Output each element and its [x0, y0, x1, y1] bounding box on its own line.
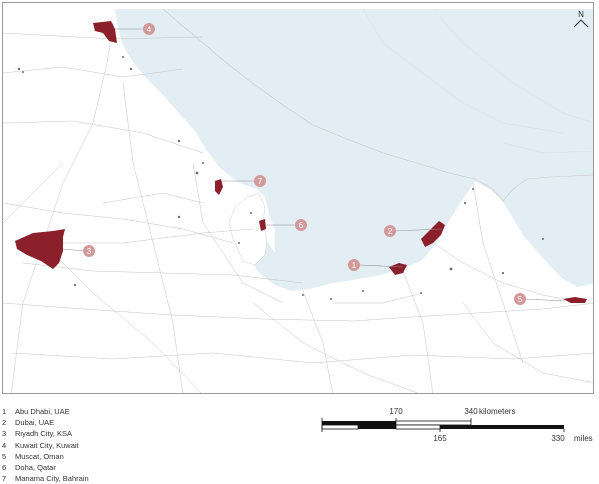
legend-number: 3 — [2, 429, 7, 439]
legend-item: 2 Dubai, UAE — [2, 417, 89, 428]
scale-km-tick-340: 340 — [464, 407, 478, 416]
svg-text:N: N — [578, 10, 584, 19]
map-canvas[interactable]: 4 3 2 1 5 6 7 N — [3, 3, 594, 394]
svg-text:3: 3 — [87, 247, 92, 256]
legend-number: 2 — [2, 418, 7, 428]
marker-2[interactable]: 2 — [384, 225, 396, 237]
svg-text:5: 5 — [518, 295, 523, 304]
legend-number: 4 — [2, 440, 7, 450]
legend-item: 4 Kuwait City, Kuwait — [2, 440, 89, 451]
svg-text:6: 6 — [299, 221, 304, 230]
urban-area-muscat — [563, 297, 587, 303]
svg-text:1: 1 — [352, 261, 357, 270]
legend-city-name: Riyadh City, KSA — [15, 429, 72, 439]
legend-city-name: Manama City, Bahrain — [15, 474, 89, 484]
map-frame[interactable]: 4 3 2 1 5 6 7 N — [2, 2, 594, 394]
scale-km-segment — [322, 421, 396, 425]
road-network — [3, 22, 593, 393]
scale-mile-tick-330: 330 — [551, 434, 565, 443]
legend-item: 6 Doha, Qatar — [2, 462, 89, 473]
marker-6[interactable]: 6 — [295, 219, 307, 231]
urban-area-manama — [215, 179, 223, 195]
city-legend: 1 Abu Dhabi, UAE 2 Dubai, UAE 3 Riyadh City… — [2, 406, 89, 484]
legend-city-name: Muscat, Oman — [15, 451, 64, 461]
svg-text:4: 4 — [147, 25, 152, 34]
marker-5[interactable]: 5 — [514, 293, 526, 305]
marker-3[interactable]: 3 — [83, 245, 95, 257]
urban-area-abu-dhabi — [389, 263, 407, 275]
settlement-dots — [17, 56, 544, 300]
scale-km-unit: kilometers — [479, 407, 515, 416]
scale-km-segment — [395, 420, 472, 426]
legend-city-name: Dubai, UAE — [15, 418, 55, 428]
north-arrow-icon: N — [573, 10, 589, 28]
svg-text:7: 7 — [258, 177, 263, 186]
city-markers — [62, 28, 566, 302]
urban-area-doha — [259, 219, 266, 231]
legend-number: 1 — [2, 407, 7, 416]
legend-item: 1 Abu Dhabi, UAE — [2, 406, 89, 417]
marker-4[interactable]: 4 — [143, 23, 155, 35]
urban-areas — [15, 21, 587, 303]
legend-item: 3 Riyadh City, KSA — [2, 428, 89, 439]
scale-mile-tick-165: 165 — [433, 434, 447, 443]
scale-bar: 170 340 kilometers 165 330 miles — [321, 407, 593, 443]
legend-number: 5 — [2, 451, 7, 461]
legend-number: 7 — [2, 474, 7, 484]
iran-roads — [362, 8, 593, 154]
legend-city-name: Abu Dhabi, UAE — [15, 407, 70, 416]
gulf-sea — [115, 9, 593, 291]
legend-item: 5 Muscat, Oman — [2, 451, 89, 462]
legend-number: 6 — [2, 463, 7, 473]
scale-mile-segment — [395, 424, 441, 430]
urban-area-kuwait-city — [93, 21, 117, 43]
urban-area-dubai — [421, 221, 445, 247]
legend-city-name: Kuwait City, Kuwait — [15, 440, 79, 450]
scale-km-tick-170: 170 — [389, 407, 403, 416]
qatar-peninsula — [228, 192, 268, 266]
marker-1[interactable]: 1 — [348, 259, 360, 271]
urban-area-riyadh — [15, 229, 65, 269]
marker-7[interactable]: 7 — [254, 175, 266, 187]
scale-mile-unit: miles — [574, 434, 593, 443]
legend-city-name: Doha, Qatar — [15, 463, 56, 473]
legend-item: 7 Manama City, Bahrain — [2, 473, 89, 484]
scale-mile-segment — [321, 424, 359, 430]
iran-coastline — [162, 8, 593, 202]
svg-text:2: 2 — [388, 227, 393, 236]
scale-mile-segment — [358, 425, 396, 429]
scale-mile-segment — [440, 425, 564, 429]
